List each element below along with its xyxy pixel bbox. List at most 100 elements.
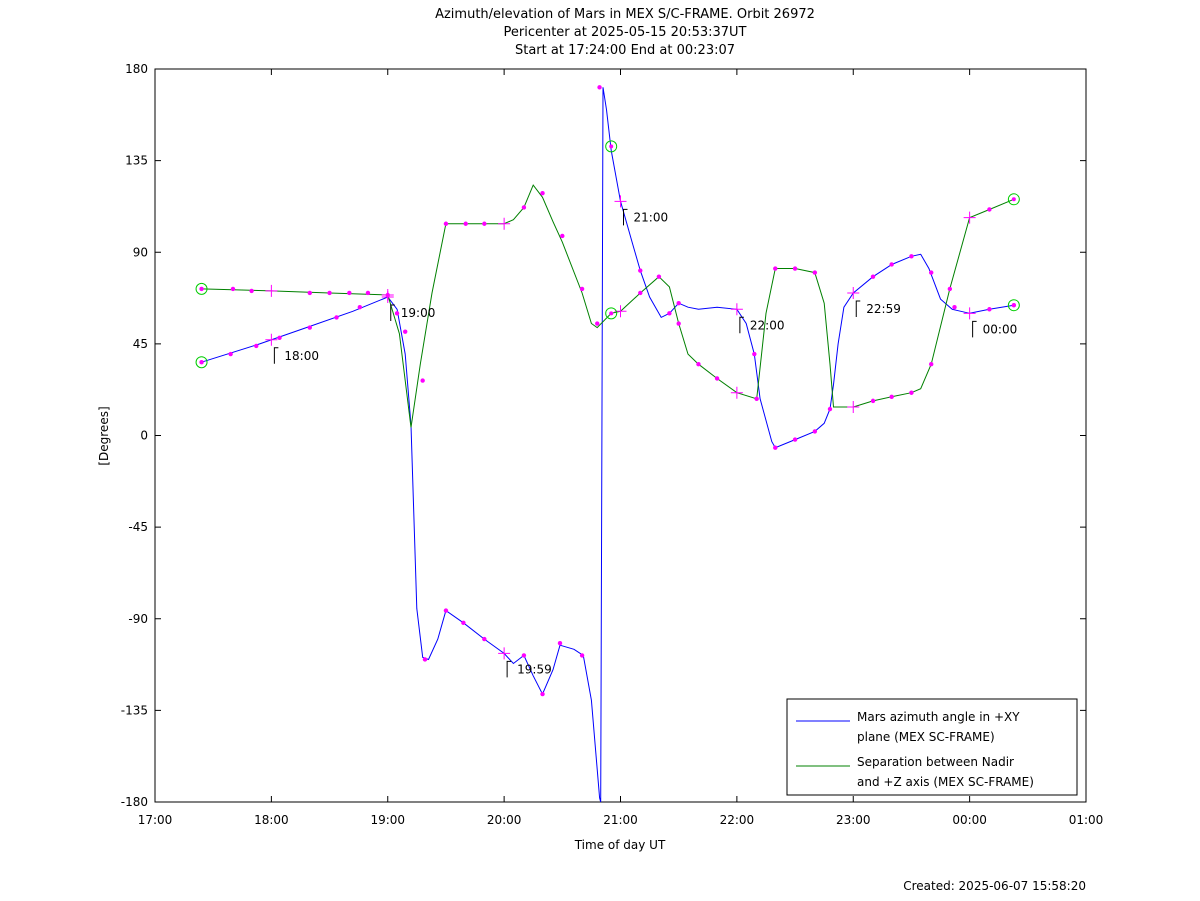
endpoint-circle-marker: [605, 307, 618, 320]
data-point: [327, 290, 332, 296]
y-tick-label: 180: [125, 62, 148, 76]
data-point: [420, 378, 425, 383]
y-tick-label: -135: [121, 703, 148, 717]
legend-label-separation-line-2: and +Z axis (MEX SC-FRAME): [857, 775, 1034, 789]
data-point: [249, 288, 254, 294]
y-axis-label: [Degrees]: [97, 406, 111, 465]
annotation-label: 21:00: [634, 210, 669, 224]
data-point: [307, 290, 312, 296]
data-point: [773, 266, 778, 271]
data-point: [521, 205, 527, 210]
annotation-pointer: [739, 316, 744, 334]
data-point: [638, 268, 643, 273]
hour-cross-marker: [381, 289, 394, 302]
data-point: [792, 266, 798, 271]
endpoint-circle-marker: [1007, 299, 1020, 312]
chart-title-line-3: Start at 17:24:00 End at 00:23:07: [515, 43, 735, 58]
annotation-pointer: [273, 347, 279, 364]
data-point: [597, 85, 602, 90]
hour-cross-marker: [265, 284, 278, 297]
legend-label-separation-line-1: Separation between Nadir: [857, 755, 1014, 769]
chart-title-line-1: Azimuth/elevation of Mars in MEX S/C-FRA…: [435, 7, 815, 22]
data-point: [773, 445, 778, 450]
y-tick-label: -45: [128, 520, 148, 534]
axis-ticks: 17:00 18:00 19:00 20:00 21:00 22:00 23:00 00:00…: [121, 62, 1104, 827]
annotation-pointer: [623, 208, 628, 226]
annotation-label: 22:00: [750, 318, 785, 332]
x-tick-label: 18:00: [254, 813, 289, 827]
legend-label-azimuth-line-2: plane (MEX SC-FRAME): [857, 730, 995, 744]
endpoint-dot: [1011, 303, 1016, 308]
legend-label-azimuth-line-1: Mars azimuth angle in +XY: [857, 710, 1020, 724]
hour-cross-marker: [963, 307, 976, 320]
data-point: [307, 325, 312, 330]
data-point: [987, 307, 992, 312]
data-point: [870, 398, 876, 404]
legend-box: [786, 698, 1078, 796]
data-point: [812, 270, 818, 275]
data-point: [365, 290, 371, 296]
data-point: [792, 437, 798, 442]
x-tick-label: 01:00: [1069, 813, 1104, 827]
data-point: [357, 305, 363, 310]
data-point: [540, 691, 545, 697]
data-point: [482, 221, 487, 226]
x-tick-label: 21:00: [603, 813, 638, 827]
data-point: [889, 262, 894, 267]
y-tick-label: 45: [133, 337, 148, 351]
data-point: [443, 608, 449, 613]
data-point: [676, 321, 681, 326]
data-point: [676, 300, 681, 306]
x-tick-label: 17:00: [138, 813, 173, 827]
data-point: [714, 376, 720, 381]
data-point: [277, 335, 282, 340]
y-tick-label: 0: [140, 429, 148, 443]
data-point: [909, 390, 914, 395]
data-point: [947, 286, 953, 292]
endpoint-circle-marker: [195, 356, 208, 369]
data-point: [667, 311, 672, 316]
data-point: [347, 290, 352, 296]
data-point: [929, 362, 934, 367]
endpoint-dot: [199, 286, 204, 291]
endpoint-dot: [199, 360, 204, 365]
data-point: [909, 254, 914, 259]
x-tick-label: 00:00: [952, 813, 987, 827]
data-point: [540, 191, 545, 196]
x-axis-label: Time of day UT: [574, 838, 666, 852]
series-markers: [195, 85, 1020, 697]
legend: Mars azimuth angle in +XY plane (MEX SC-…: [786, 698, 1078, 796]
hour-cross-marker: [498, 647, 511, 660]
data-point: [403, 329, 408, 334]
data-point: [334, 315, 339, 320]
hour-cross-marker: [963, 211, 976, 224]
data-point: [579, 286, 585, 292]
annotation-label: 19:59: [517, 662, 552, 676]
data-point: [752, 351, 757, 357]
x-tick-label: 23:00: [836, 813, 871, 827]
annotation-label: 22:59: [866, 302, 901, 316]
data-point: [228, 351, 233, 357]
data-point: [929, 270, 934, 275]
data-point: [870, 274, 876, 279]
data-point: [482, 636, 487, 642]
x-tick-label: 20:00: [487, 813, 522, 827]
annotation-label: 18:00: [284, 349, 319, 363]
data-point: [463, 221, 468, 226]
endpoint-dot: [1011, 197, 1016, 202]
data-point: [443, 221, 449, 226]
endpoint-dot: [609, 311, 614, 316]
hour-cross-marker: [498, 217, 511, 230]
plot-area: [154, 68, 1087, 803]
data-point: [827, 406, 833, 412]
y-tick-label: 90: [133, 245, 148, 259]
data-point: [230, 286, 236, 292]
data-point: [461, 620, 466, 626]
hour-cross-marker: [847, 286, 860, 299]
data-point: [521, 653, 527, 658]
y-tick-label: -90: [128, 612, 148, 626]
data-point: [254, 343, 259, 349]
endpoint-circle-marker: [195, 282, 208, 295]
data-point: [656, 274, 662, 279]
data-point: [595, 321, 600, 326]
